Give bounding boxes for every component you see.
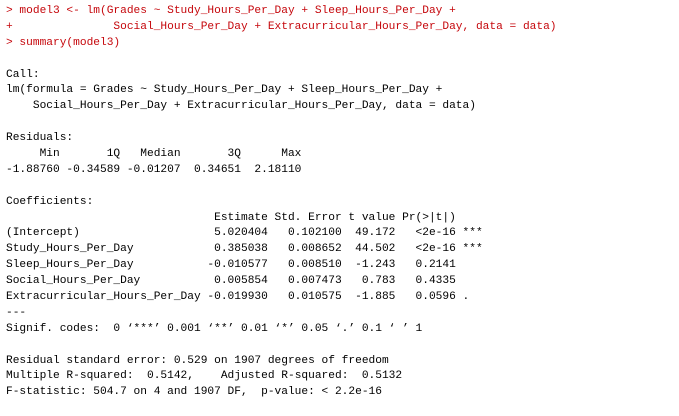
residuals-values-row: -1.88760 -0.34589 -0.01207 0.34651 2.181… [6,163,309,176]
signif-codes-line: Signif. codes: 0 ‘***’ 0.001 ‘**’ 0.01 ‘… [6,322,423,335]
coefficient-row-sleep: Sleep_Hours_Per_Day -0.010577 0.008510 -… [6,259,483,272]
residual-std-error-line: Residual standard error: 0.529 on 1907 d… [6,354,389,367]
f-statistic-line: F-statistic: 504.7 on 4 and 1907 DF, p-v… [6,386,382,399]
coefficient-row-social: Social_Hours_Per_Day 0.005854 0.007473 0… [6,275,483,288]
separator-line: --- [6,306,27,319]
coefficients-header-row: Estimate Std. Error t value Pr(>|t|) [6,211,483,224]
coefficients-heading: Coefficients: [6,195,94,208]
call-heading: Call: [6,68,40,81]
blank-line [6,115,679,131]
residuals-header-row: Min 1Q Median 3Q Max [6,148,309,161]
r-squared-line: Multiple R-squared: 0.5142, Adjusted R-s… [6,370,409,383]
blank-line [6,179,679,195]
call-formula-line: lm(formula = Grades ~ Study_Hours_Per_Da… [6,84,443,97]
blank-line [6,338,679,354]
coefficient-row-study: Study_Hours_Per_Day 0.385038 0.008652 44… [6,243,483,256]
coefficient-row-extracurricular: Extracurricular_Hours_Per_Day -0.019930 … [6,291,483,304]
command-line: > summary(model3) [6,36,121,49]
residuals-heading: Residuals: [6,132,74,145]
call-formula-line: Social_Hours_Per_Day + Extracurricular_H… [6,100,476,113]
continuation-line: + Social_Hours_Per_Day + Extracurricular… [6,20,557,33]
command-line: > model3 <- lm(Grades ~ Study_Hours_Per_… [6,5,456,17]
blank-line [6,52,679,68]
coefficient-row-intercept: (Intercept) 5.020404 0.102100 49.172 <2e… [6,227,483,240]
